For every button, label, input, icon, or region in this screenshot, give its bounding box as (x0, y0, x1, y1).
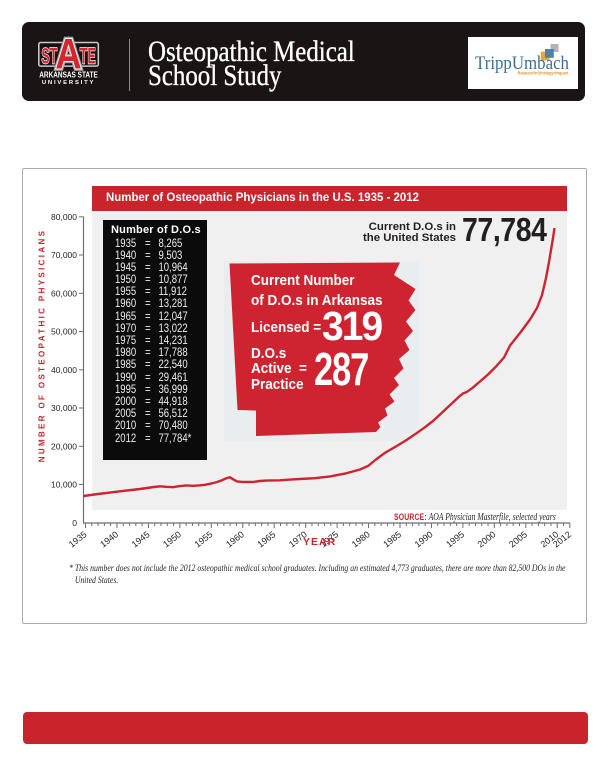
svg-text:1950: 1950 (161, 529, 183, 549)
svg-text:1965: 1965 (255, 529, 277, 549)
svg-text:A: A (55, 31, 82, 78)
svg-text:ST: ST (41, 44, 57, 69)
svg-text:80,000: 80,000 (51, 212, 77, 222)
svg-text:1960: 1960 (224, 529, 246, 549)
svg-text:UNIVERSITY: UNIVERSITY (42, 80, 95, 86)
svg-text:A: A (55, 31, 82, 78)
svg-text:60,000: 60,000 (51, 288, 77, 298)
svg-text:1995: 1995 (444, 529, 466, 549)
svg-text:1935: 1935 (67, 529, 89, 549)
svg-text:30,000: 30,000 (51, 403, 77, 413)
svg-text:ARKANSAS STATE: ARKANSAS STATE (39, 70, 98, 79)
svg-text:1990: 1990 (413, 529, 435, 549)
svg-text:0: 0 (72, 518, 77, 528)
svg-text:50,000: 50,000 (51, 327, 77, 337)
svg-text:20,000: 20,000 (51, 441, 77, 451)
svg-text:40,000: 40,000 (51, 365, 77, 375)
svg-text:1955: 1955 (193, 529, 215, 549)
svg-text:1945: 1945 (130, 529, 152, 549)
svg-text:Research•Strategy•Impact: Research•Strategy•Impact (518, 70, 570, 75)
svg-text:1985: 1985 (381, 529, 403, 549)
svg-text:TrippUmbach: TrippUmbach (475, 53, 569, 74)
svg-text:10,000: 10,000 (51, 480, 77, 490)
svg-text:TE: TE (80, 44, 96, 69)
svg-text:1980: 1980 (350, 529, 372, 549)
svg-text:2005: 2005 (507, 529, 529, 549)
svg-text:70,000: 70,000 (51, 250, 77, 260)
svg-text:2000: 2000 (476, 529, 498, 549)
svg-text:1940: 1940 (98, 529, 120, 549)
